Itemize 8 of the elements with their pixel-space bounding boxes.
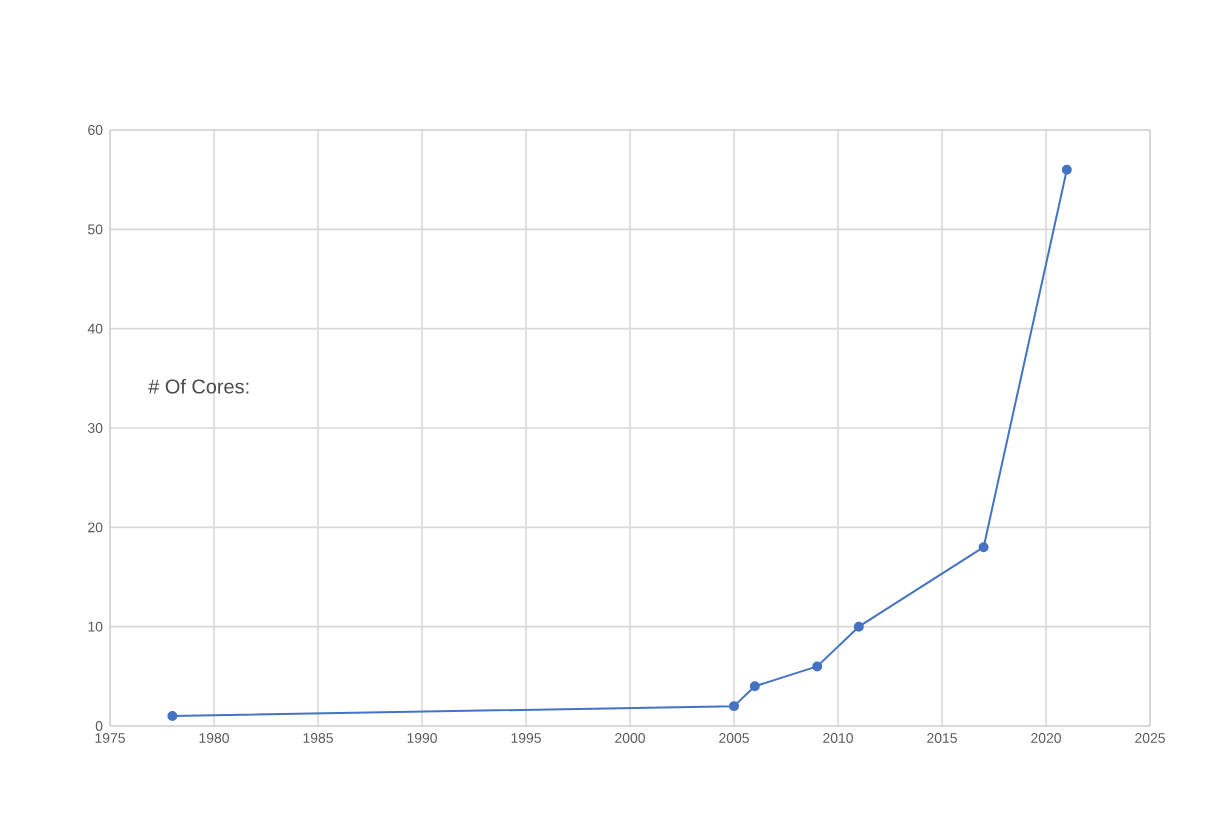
point [978, 542, 989, 553]
point [1061, 164, 1072, 175]
point [853, 621, 864, 632]
point [167, 711, 178, 722]
annotation: # Of Cores: [148, 378, 249, 394]
point [729, 701, 739, 712]
point [749, 681, 760, 692]
point [812, 661, 823, 672]
